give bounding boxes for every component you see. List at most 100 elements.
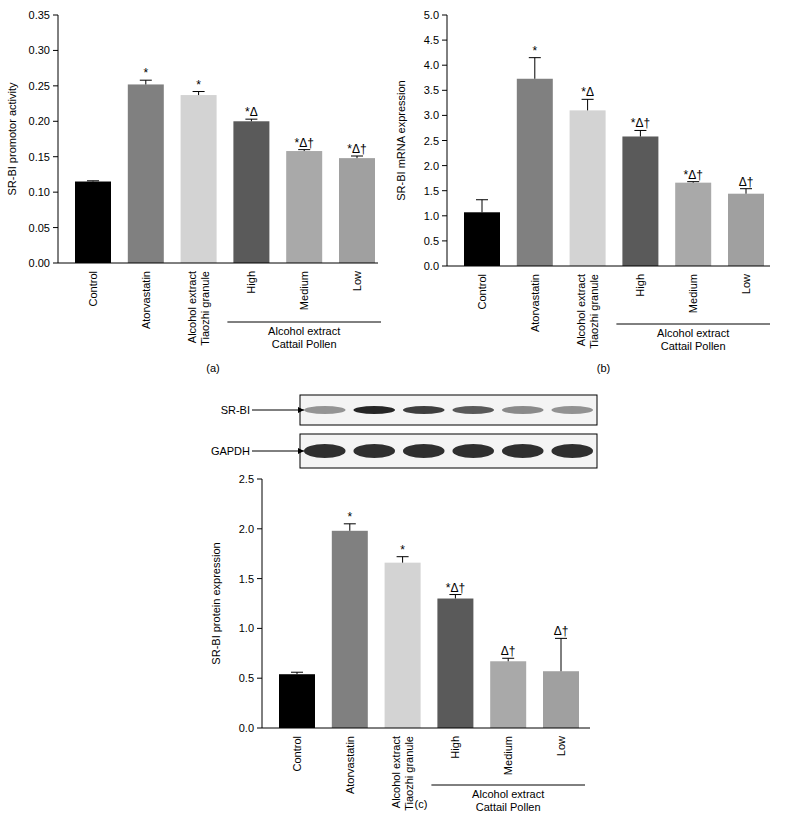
error-bar	[145, 80, 146, 84]
bar	[437, 599, 473, 728]
category-label-group: Control	[291, 736, 303, 771]
blot-arrowhead	[298, 407, 304, 413]
blot-band	[502, 406, 544, 414]
bar	[75, 182, 111, 263]
category-label-group: Low	[740, 274, 752, 294]
blot-label: GAPDH	[211, 445, 250, 457]
bar	[517, 79, 553, 266]
y-axis	[262, 479, 263, 728]
label-line: Control	[87, 271, 99, 306]
blot-band	[304, 444, 346, 458]
category-label-group: Atorvastatin	[529, 274, 541, 332]
significance-label: *Δ†	[446, 581, 465, 595]
blot-band	[403, 406, 445, 414]
significance-label: *Δ†	[631, 116, 650, 130]
y-tick	[53, 192, 58, 193]
label-line: Atorvastatin	[344, 736, 356, 794]
figure: 0.000.050.100.150.200.250.300.35SR-BI pr…	[0, 0, 797, 813]
y-tick	[53, 227, 58, 228]
y-tick	[257, 578, 262, 579]
bar	[279, 674, 315, 728]
x-axis	[262, 728, 590, 729]
x-tick-label: Low	[740, 274, 752, 294]
x-axis	[58, 263, 378, 264]
label-line: Tiaozhi granule	[588, 274, 600, 349]
significance-label: *Δ	[581, 85, 594, 99]
y-tick	[442, 15, 447, 16]
bars	[279, 524, 579, 728]
group-line	[227, 322, 381, 323]
y-tick	[442, 65, 447, 66]
x-tick-label: Control	[291, 736, 303, 771]
x-tick-label: High	[449, 736, 461, 759]
blot-frame	[300, 434, 597, 468]
category-label-group: Atorvastatin	[344, 736, 356, 794]
blot-arrow	[252, 410, 304, 411]
y-tick	[442, 215, 447, 216]
chart-panel: 0.000.050.100.150.200.250.300.35SR-BI pr…	[6, 9, 381, 374]
label-line: High	[449, 736, 461, 759]
y-tick-label: 0.10	[29, 186, 50, 198]
y-tick-label: 0.00	[29, 257, 50, 269]
label-line: Cattail Pollen	[272, 338, 337, 350]
bar	[286, 151, 322, 263]
x-tick-label: Alcohol extractTiaozhi granule	[186, 271, 210, 346]
bars	[464, 58, 764, 266]
bar	[339, 158, 375, 263]
y-tick-label: 2.0	[239, 523, 254, 535]
significance-label: *	[196, 78, 201, 92]
significance-label: *Δ	[245, 105, 258, 119]
category-label-group: Alcohol extractTiaozhi granule	[390, 736, 414, 811]
blot-label: SR-BI	[221, 404, 250, 416]
y-tick	[257, 528, 262, 529]
bar	[728, 194, 764, 266]
blot-arrowhead	[298, 448, 304, 454]
y-axis	[447, 15, 448, 266]
y-tick-label: 1.0	[424, 210, 439, 222]
error-bar	[455, 595, 456, 599]
category-label-group: High	[245, 271, 257, 294]
x-tick-label: Control	[476, 274, 488, 309]
error-bar	[402, 557, 403, 563]
y-tick	[257, 628, 262, 629]
group-label: Alcohol extractCattail Pollen	[657, 327, 729, 352]
error-bar	[640, 130, 641, 136]
significance-label: *	[532, 44, 537, 58]
chart-panel: 0.00.51.01.52.02.53.03.54.04.55.0SR-BI m…	[395, 9, 770, 374]
y-axis	[58, 15, 59, 263]
y-tick-label: 2.5	[239, 473, 254, 485]
x-tick-label: Atorvastatin	[529, 274, 541, 332]
label-line: Medium	[687, 274, 699, 313]
label-line: Tiaozhi granule	[199, 271, 211, 346]
y-tick	[442, 40, 447, 41]
panel-label: (b)	[597, 362, 610, 374]
y-tick-label: 4.0	[424, 59, 439, 71]
label-line: Alcohol extract	[268, 325, 340, 337]
group-label: Alcohol extractCattail Pollen	[268, 325, 340, 350]
y-tick-label: 1.5	[239, 573, 254, 585]
significance-label: *	[143, 66, 148, 80]
panel-label: (c)	[415, 798, 428, 810]
category-label-group: High	[449, 736, 461, 759]
category-label-group: Medium	[687, 274, 699, 313]
significance-label: *Δ†	[347, 142, 366, 156]
label-line: Medium	[502, 736, 514, 775]
error-cap	[476, 199, 488, 200]
category-label-group: Low	[555, 736, 567, 756]
blot-band	[452, 406, 494, 414]
label-line: Medium	[298, 271, 310, 310]
y-tick	[53, 50, 58, 51]
chart-panel: 0.00.51.01.52.02.5SR-BI protein expressi…	[210, 395, 597, 813]
bar	[332, 531, 368, 728]
y-tick-label: 0.5	[424, 235, 439, 247]
y-tick-label: 2.5	[424, 135, 439, 147]
significance-label: *Δ†	[295, 136, 314, 150]
error-bar	[349, 524, 350, 531]
bar	[570, 110, 606, 266]
error-bar	[482, 200, 483, 213]
y-tick	[257, 479, 262, 480]
y-tick	[53, 121, 58, 122]
blot-band	[452, 444, 494, 458]
x-tick-label: Medium	[298, 271, 310, 310]
error-bar	[587, 99, 588, 110]
